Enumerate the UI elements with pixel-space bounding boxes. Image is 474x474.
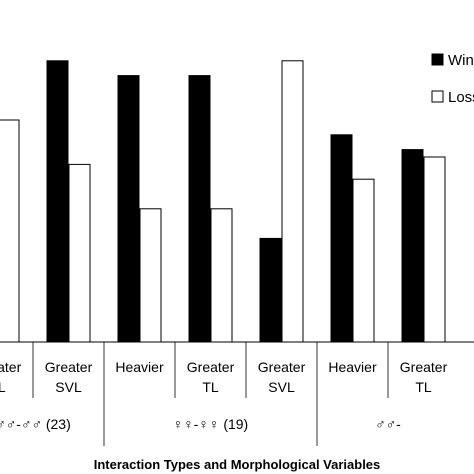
x-axis <box>0 341 474 446</box>
bars-layer <box>0 60 446 343</box>
category-label: SVL <box>55 379 82 395</box>
bar-losses-2 <box>139 208 162 343</box>
legend-label-losses: Losses <box>448 89 474 106</box>
legend-swatch-losses <box>431 90 444 103</box>
group-label: ♀♀-♀♀ (19) <box>173 416 248 432</box>
bar-losses-4 <box>281 60 304 343</box>
category-label: Heavier <box>328 359 377 375</box>
category-label: TL <box>0 379 6 395</box>
bar-wins-2 <box>117 75 140 343</box>
legend-swatch-wins <box>431 53 444 66</box>
category-label: Heavier <box>115 359 164 375</box>
category-label: Greater <box>258 359 306 375</box>
category-labels: Greater TL Greater SVL Heavier Greater TL Great… <box>0 359 448 395</box>
category-label: Greater <box>45 359 93 375</box>
bar-wins-3 <box>188 75 211 343</box>
group-label: ♂♂- <box>375 416 401 432</box>
category-label: Greater <box>0 359 22 375</box>
group-labels: ♂♂-♂♂ (23) ♀♀-♀♀ (19) ♂♂- <box>0 416 401 432</box>
category-label: TL <box>202 379 219 395</box>
legend: Wins Losses <box>431 52 474 106</box>
category-label: Greater <box>187 359 235 375</box>
group-label: ♂♂-♂♂ (23) <box>0 416 71 432</box>
bar-losses-3 <box>210 208 233 343</box>
bar-wins-5 <box>330 134 353 343</box>
bar-losses-0 <box>0 119 20 343</box>
bar-losses-5 <box>352 178 375 343</box>
bar-wins-4 <box>259 237 282 343</box>
category-label: TL <box>415 379 432 395</box>
bar-wins-6 <box>401 149 424 343</box>
bar-losses-1 <box>68 163 91 343</box>
bar-losses-6 <box>423 156 446 343</box>
x-axis-title: Interaction Types and Morphological Vari… <box>94 457 381 472</box>
legend-label-wins: Wins <box>448 52 474 69</box>
category-label: Greater <box>400 359 448 375</box>
category-label: SVL <box>268 379 295 395</box>
bar-wins-1 <box>46 60 69 343</box>
